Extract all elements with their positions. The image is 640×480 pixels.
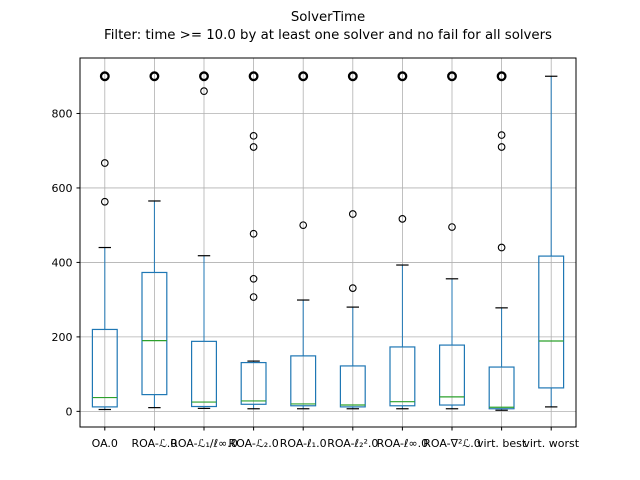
x-tick-label: ROA-ℓ₁.0 <box>280 437 327 450</box>
x-tick-label: ROA-ℓ∞.0 <box>377 437 429 450</box>
outlier-point <box>249 143 258 151</box>
box <box>339 365 366 408</box>
x-tick-label: ROA-ℒ₁/ℓ∞.0 <box>170 437 238 450</box>
x-tick-label: ROA-∇²ℒ.0 <box>423 437 481 450</box>
outlier-point <box>398 215 407 223</box>
x-tick-label: OA.0 <box>92 437 118 450</box>
outlier-point <box>397 71 408 82</box>
outlier-point <box>497 143 506 151</box>
outlier-point <box>249 293 258 301</box>
box <box>488 366 515 410</box>
outlier-point <box>200 87 208 95</box>
outlier-point <box>447 71 457 82</box>
outlier-point <box>249 229 258 238</box>
outlier-point <box>248 71 259 82</box>
outlier-point <box>100 197 109 206</box>
outlier-point <box>347 71 358 82</box>
y-tick-label: 600 <box>52 182 73 195</box>
outlier-point <box>496 71 507 82</box>
outlier-point <box>249 131 258 140</box>
x-tick-label: ROA-ℒ₂.0 <box>229 437 279 450</box>
outlier-point <box>298 71 309 82</box>
box <box>191 340 218 408</box>
axes-frame <box>79 57 577 428</box>
x-tick-label: virt. worst <box>523 437 579 450</box>
box <box>389 346 416 407</box>
outlier-point <box>348 284 357 292</box>
outlier-point <box>348 210 357 218</box>
box <box>290 355 317 407</box>
outlier-point <box>249 274 258 283</box>
outlier-point <box>99 71 110 82</box>
y-tick-label: 800 <box>52 107 73 120</box>
outlier-point <box>497 131 506 139</box>
box <box>538 255 565 389</box>
box <box>141 271 168 396</box>
x-tick-label: ROA-ℓ₂².0 <box>327 437 378 450</box>
outlier-point <box>497 243 506 252</box>
outlier-point <box>448 223 456 231</box>
outlier-point <box>100 159 109 167</box>
x-tick-label: ROA-ℒ.0 <box>132 437 178 450</box>
y-tick-label: 400 <box>52 256 73 269</box>
x-tick-label: virt. best <box>477 437 527 450</box>
outlier-point <box>199 71 209 82</box>
box <box>240 361 267 405</box>
box <box>439 344 466 406</box>
outlier-point <box>149 71 160 82</box>
y-tick-label: 0 <box>66 405 73 418</box>
y-tick-label: 200 <box>52 331 73 344</box>
outlier-point <box>299 221 308 230</box>
box <box>91 328 118 408</box>
